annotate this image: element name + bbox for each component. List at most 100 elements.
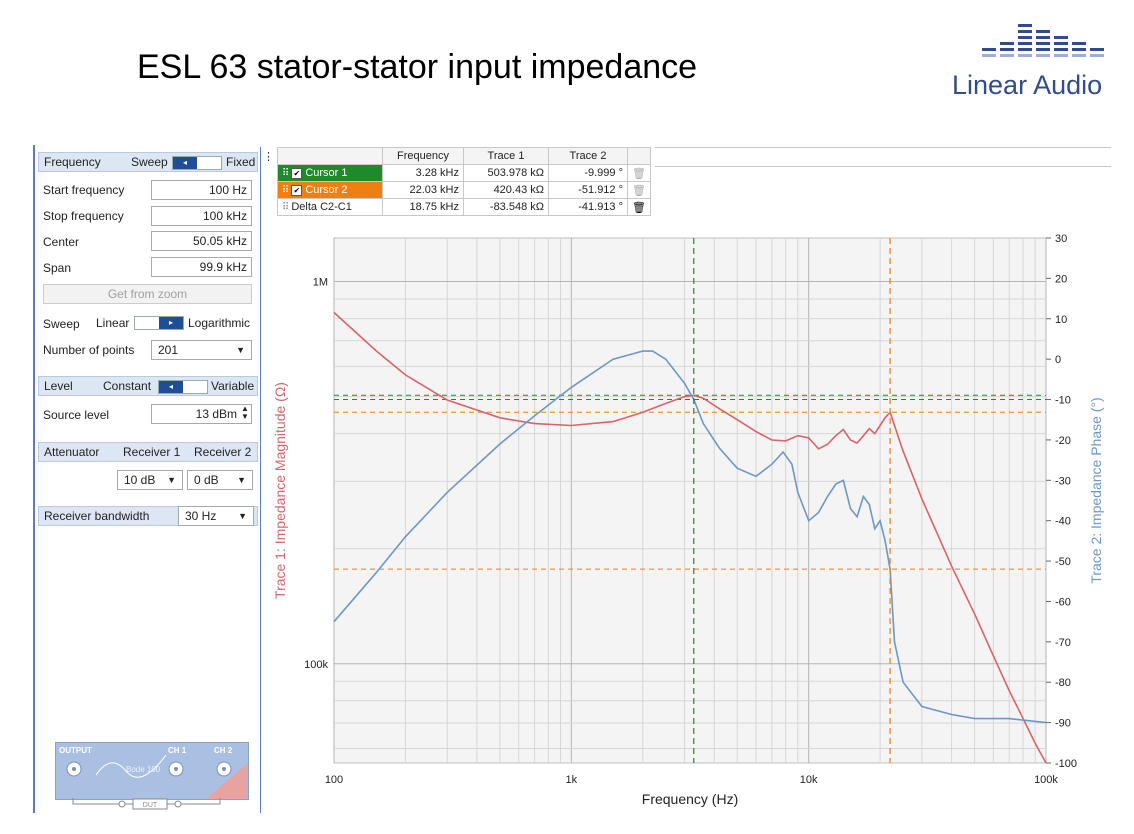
frequency-header-label: Frequency bbox=[44, 155, 101, 169]
y-right-tick-label: 10 bbox=[1055, 314, 1067, 326]
drag-grip-icon[interactable]: ⠿ bbox=[282, 168, 290, 179]
y-right-tick-label: 0 bbox=[1055, 354, 1061, 366]
center-input[interactable]: 50.05 kHz bbox=[151, 231, 252, 251]
stop-frequency-label: Stop frequency bbox=[43, 209, 124, 223]
logo-bars-icon bbox=[982, 24, 1104, 57]
stop-frequency-input[interactable]: 100 kHz bbox=[151, 206, 252, 226]
cursor-frequency: 18.75 kHz bbox=[382, 198, 464, 216]
y-axis-right-label: Trace 2: Impedance Phase (°) bbox=[1088, 397, 1104, 583]
bode-device-diagram: OUTPUT CH 1 CH 2 Bode 100 bbox=[55, 742, 249, 800]
get-from-zoom-button[interactable]: Get from zoom bbox=[43, 284, 252, 304]
y-right-tick-label: 30 bbox=[1055, 233, 1067, 245]
frequency-section-header: Frequency Sweep ◂ Fixed bbox=[38, 152, 258, 172]
receiver2-attenuator-value: 0 dB bbox=[194, 473, 219, 487]
y-right-tick-label: -30 bbox=[1055, 475, 1071, 487]
plot-area[interactable] bbox=[333, 237, 1047, 764]
sweep-mode-label: Sweep bbox=[43, 317, 80, 331]
cursor-lines[interactable] bbox=[693, 238, 891, 763]
span-label: Span bbox=[43, 261, 72, 275]
source-level-input[interactable]: 13 dBm bbox=[151, 404, 252, 424]
bode-plot[interactable]: 100 1k 10k 100k1M100k3020100-10-20-30-40-50… bbox=[263, 225, 1111, 813]
attenuator-section-header: Attenuator Receiver 1 Receiver 2 bbox=[38, 442, 258, 462]
drag-grip-icon[interactable]: ⠿ bbox=[282, 202, 290, 213]
bandwidth-dropdown[interactable]: 30 Hz ▼ bbox=[178, 506, 254, 526]
bandwidth-header-label: Receiver bandwidth bbox=[44, 509, 150, 523]
traces bbox=[333, 311, 1047, 764]
y-left-tick-label: 1M bbox=[313, 277, 328, 289]
device-model-label: Bode 100 bbox=[126, 765, 161, 774]
cursor-name: Cursor 2 bbox=[305, 184, 348, 196]
y-right-tick-label: -80 bbox=[1055, 677, 1071, 689]
sweep-fixed-toggle[interactable]: ◂ bbox=[172, 156, 222, 170]
trash-icon[interactable]: 🗑 bbox=[632, 167, 646, 180]
slide-title: ESL 63 stator-stator input impedance bbox=[137, 48, 698, 86]
level-toggle[interactable]: ◂ bbox=[158, 380, 208, 394]
cursor-trace2-value: -41.913 ° bbox=[548, 198, 628, 216]
receiver1-attenuator-value: 10 dB bbox=[124, 473, 156, 487]
col-header-trace1: Trace 1 bbox=[463, 147, 549, 165]
chevron-down-icon: ▼ bbox=[167, 475, 176, 485]
toggle-left-icon: ◂ bbox=[173, 157, 197, 169]
receiver1-label: Receiver 1 bbox=[123, 445, 181, 459]
constant-option-label: Constant bbox=[103, 379, 152, 393]
drag-grip-icon[interactable]: ⠿ bbox=[282, 185, 290, 196]
points-dropdown[interactable]: 201 ▼ bbox=[151, 340, 252, 360]
grid bbox=[333, 238, 1047, 763]
fixed-option-label: Fixed bbox=[226, 155, 256, 169]
attenuator-header-label: Attenuator bbox=[44, 445, 100, 459]
cursor-row-delta[interactable]: ⠿ Delta C2-C1 18.75 kHz -83.548 kΩ -41.91… bbox=[277, 198, 651, 216]
linear-option-label: Linear bbox=[96, 316, 130, 330]
y-right-tick-label: -90 bbox=[1055, 718, 1071, 730]
receiver2-label: Receiver 2 bbox=[194, 445, 252, 459]
dut-label: DUT bbox=[143, 802, 158, 809]
level-section-header: Level Constant ◂ Variable bbox=[38, 376, 258, 396]
col-header-name bbox=[277, 147, 383, 165]
y-right-tick-label: -40 bbox=[1055, 516, 1071, 528]
bandwidth-value: 30 Hz bbox=[185, 509, 217, 523]
spin-updown-icon[interactable]: ▲ ▼ bbox=[241, 404, 249, 421]
tick-labels: 100 1k 10k 100k1M100k3020100-10-20-30-40-50… bbox=[304, 233, 1077, 786]
chevron-down-icon: ▼ bbox=[237, 475, 246, 485]
y-axis-left-label: Trace 1: Impedance Magnitude (Ω) bbox=[272, 382, 288, 599]
receiver2-attenuator-dropdown[interactable]: 0 dB ▼ bbox=[187, 470, 253, 490]
x-tick-label: 100k bbox=[1034, 774, 1058, 786]
dut-connection-icon: DUT bbox=[72, 798, 221, 810]
cursor-trace2-value: -9.999 ° bbox=[548, 164, 628, 182]
center-label: Center bbox=[43, 235, 80, 249]
cursor-row-1[interactable]: ⠿ ✔ Cursor 1 3.28 kHz 503.978 kΩ -9.999 ° … bbox=[277, 164, 651, 182]
y-right-tick-label: -100 bbox=[1055, 758, 1077, 770]
checkbox-checked-icon[interactable]: ✔ bbox=[291, 167, 303, 179]
span-input[interactable]: 99.9 kHz bbox=[151, 257, 252, 277]
toggle-right-icon: ▸ bbox=[159, 317, 183, 329]
settings-panel: Frequency Sweep ◂ Fixed Start frequency … bbox=[36, 147, 261, 813]
cursor-frequency: 3.28 kHz bbox=[382, 164, 464, 182]
x-axis-label: Frequency (Hz) bbox=[642, 791, 738, 807]
y-right-tick-label: -20 bbox=[1055, 435, 1071, 447]
cursor-name: Cursor 1 bbox=[305, 167, 348, 179]
checkbox-checked-icon[interactable]: ✔ bbox=[291, 184, 303, 196]
start-frequency-label: Start frequency bbox=[43, 183, 125, 197]
drag-grip-icon[interactable]: ⋮ bbox=[263, 151, 274, 163]
x-tick-label: 100 bbox=[325, 774, 343, 786]
cursor-row-2[interactable]: ⠿ ✔ Cursor 2 22.03 kHz 420.43 kΩ -51.912 °… bbox=[277, 181, 651, 199]
trash-icon[interactable]: 🗑 bbox=[632, 184, 646, 197]
logarithmic-option-label: Logarithmic bbox=[188, 316, 251, 330]
window-border bbox=[33, 145, 35, 813]
col-header-frequency: Frequency bbox=[382, 147, 464, 165]
port-connectors-icon bbox=[66, 754, 248, 799]
logo-text: Linear Audio bbox=[952, 70, 1103, 100]
cursor-trace2-value: -51.912 ° bbox=[548, 181, 628, 199]
chevron-down-icon: ▼ bbox=[236, 345, 245, 355]
trash-icon[interactable]: 🗑 bbox=[632, 201, 646, 214]
start-frequency-input[interactable]: 100 Hz bbox=[151, 180, 252, 200]
source-level-label: Source level bbox=[43, 408, 110, 422]
y-right-tick-label: -10 bbox=[1055, 395, 1071, 407]
sweep-scale-toggle[interactable]: ▸ bbox=[134, 316, 184, 330]
cursor-trace1-value: 503.978 kΩ bbox=[463, 164, 549, 182]
receiver1-attenuator-dropdown[interactable]: 10 dB ▼ bbox=[117, 470, 183, 490]
linear-audio-logo: Linear Audio bbox=[952, 22, 1122, 102]
ch1-port-label: CH 1 bbox=[168, 746, 187, 755]
cursor-table: Frequency Trace 1 Trace 2 ⠿ ✔ Cursor 1 3.2… bbox=[277, 147, 651, 216]
ch2-port-label: CH 2 bbox=[214, 746, 233, 755]
variable-option-label: Variable bbox=[211, 379, 255, 393]
